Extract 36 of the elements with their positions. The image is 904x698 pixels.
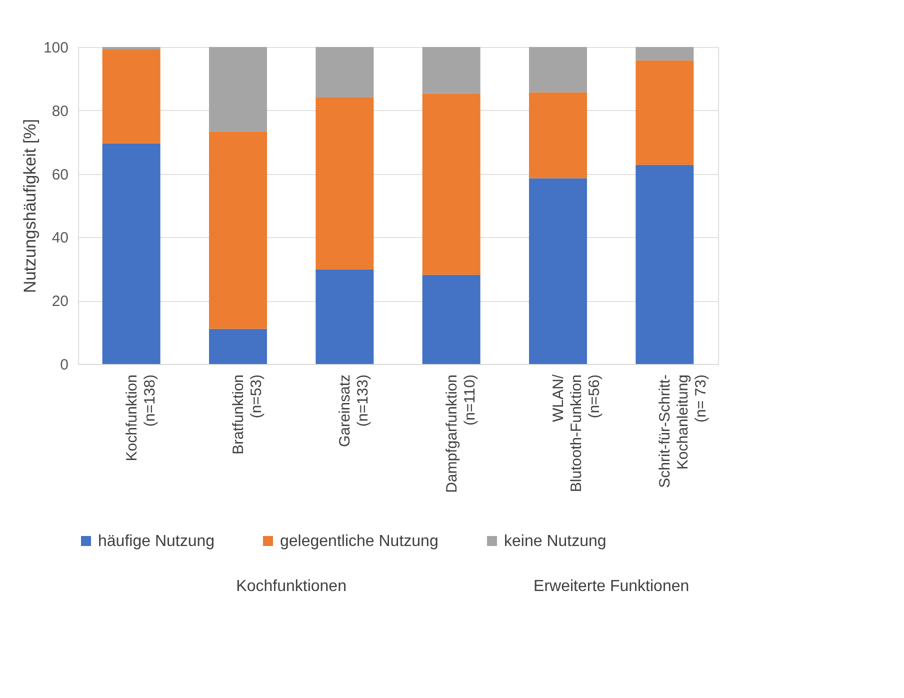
legend-label: häufige Nutzung [98, 533, 215, 550]
bar [209, 47, 267, 132]
bar [422, 274, 480, 364]
bar [636, 164, 694, 364]
bar [529, 92, 587, 178]
bar [102, 143, 160, 364]
x-tick-label: Dampfgarfunktion (n=110) [443, 374, 478, 493]
bar [316, 97, 374, 270]
bar [316, 47, 374, 98]
y-tick-label: 0 [60, 356, 68, 374]
bar [529, 178, 587, 364]
bar [529, 47, 587, 92]
bar [209, 328, 267, 364]
x-tick-label: Gareinsatz (n=133) [336, 374, 372, 448]
legend-label: gelegentliche Nutzung [280, 533, 438, 550]
x-tick-label: Bratfunktion (n=53) [230, 374, 265, 455]
bar [316, 269, 374, 364]
y-tick-label: 40 [52, 230, 68, 247]
bar [102, 50, 160, 144]
bar [209, 131, 267, 329]
y-tick-label: 100 [43, 40, 68, 56]
bar [422, 93, 480, 275]
y-tick-label: 80 [52, 102, 68, 120]
x-tick-label: WLAN/ Blutooth-Funktion (n=56) [550, 374, 603, 492]
x-tick-label: Schrit-für-Schritt- Kochanleitung (n= 73) [656, 374, 710, 488]
bar [636, 60, 694, 165]
y-axis-title: Nutzungshäufigkeit [%] [20, 119, 40, 293]
bar [102, 47, 160, 50]
text: Kochfunktionen [236, 578, 346, 595]
bar [422, 47, 480, 94]
bar [636, 47, 694, 60]
y-tick-label: 60 [52, 166, 68, 184]
text: Erweiterte Funktionen [534, 578, 690, 595]
y-tick-label: 20 [52, 293, 68, 310]
legend-label: keine Nutzung [504, 533, 606, 550]
x-tick-label: Kochfunktion (n=138) [123, 374, 158, 462]
